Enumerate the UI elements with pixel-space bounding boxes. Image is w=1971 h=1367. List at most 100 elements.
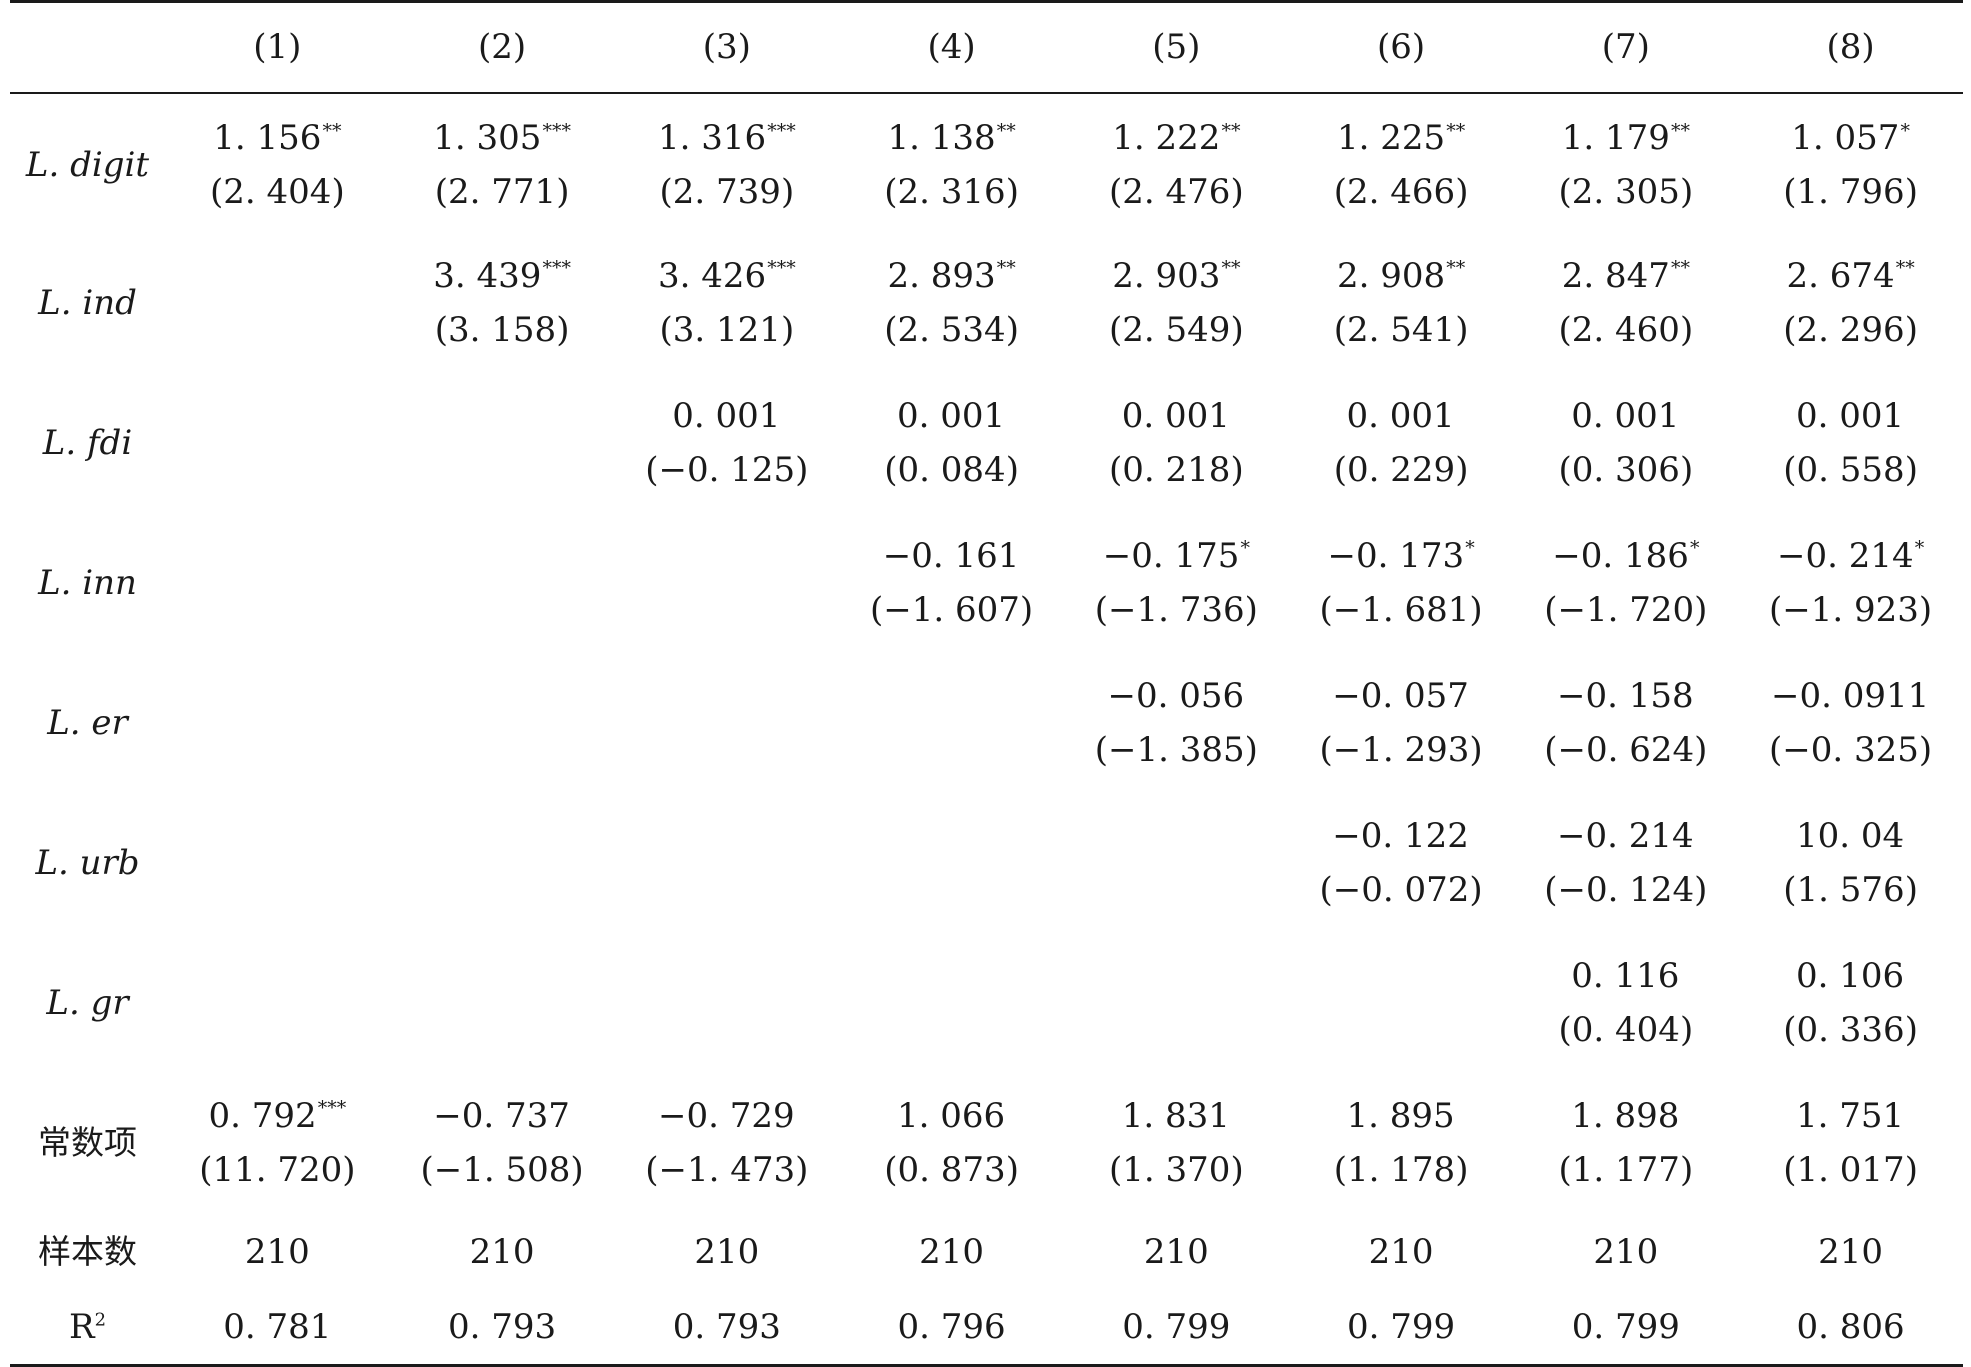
- significance-stars: **: [1446, 119, 1466, 142]
- header-col-3: (3): [614, 0, 840, 94]
- coefficient-value: −0. 729: [658, 1095, 795, 1136]
- coefficient-cell: [839, 933, 1064, 1073]
- coefficient-cell: [165, 793, 390, 933]
- coefficient-value: 1. 057: [1791, 118, 1900, 158]
- coefficient-cell: −0. 0911 (−0. 325): [1738, 653, 1963, 793]
- significance-stars: ***: [767, 119, 796, 142]
- coefficient-cell: 1. 066 (0. 873): [839, 1073, 1064, 1213]
- coefficient-value: 1. 305: [433, 118, 542, 158]
- coefficient-cell: 0. 001 (0. 084): [839, 373, 1064, 513]
- coefficient-row: 常数项 0. 792*** (11. 720) −0. 737 (−1. 508) −0.…: [10, 1073, 1963, 1213]
- significance-stars: ***: [767, 257, 796, 280]
- coefficient-value-line: [839, 696, 1064, 750]
- significance-stars: **: [322, 119, 342, 142]
- coefficient-cell: 1. 895 (1. 178): [1289, 1073, 1514, 1213]
- t-statistic: (−1. 607): [870, 589, 1034, 630]
- t-statistic: (3. 158): [434, 309, 570, 350]
- coefficient-value-line: [615, 836, 840, 890]
- coefficient-value-line: [390, 696, 615, 750]
- coefficient-value-line: −0. 186*: [1514, 529, 1739, 583]
- significance-stars: **: [996, 257, 1016, 280]
- coefficient-cell: 1. 305*** (2. 771): [390, 93, 615, 233]
- coefficient-value-line: [390, 976, 615, 1030]
- t-statistic: (3. 121): [659, 309, 795, 350]
- coefficient-value-line: 1. 138**: [839, 111, 1064, 165]
- significance-stars: **: [1670, 119, 1690, 142]
- t-statistic: (1. 370): [1109, 1149, 1244, 1190]
- coefficient-cell: −0. 737 (−1. 508): [390, 1073, 615, 1213]
- t-statistic: (−1. 473): [645, 1149, 809, 1190]
- coefficient-value-line: −0. 158: [1514, 669, 1739, 723]
- coefficient-cell: 0. 001 (−0. 125): [615, 373, 840, 513]
- coefficient-value-line: 1. 057*: [1738, 111, 1963, 165]
- t-statistic: (1. 177): [1558, 1149, 1694, 1190]
- coefficient-value-line: [615, 556, 840, 610]
- coefficient-value-line: [615, 976, 840, 1030]
- coefficient-value-line: 0. 001: [1064, 389, 1289, 443]
- t-statistic: (0. 558): [1783, 449, 1918, 490]
- header-row: (1) (2) (3) (4) (5) (6) (7) (8): [10, 0, 1963, 94]
- coefficient-row: L. gr 0. 116 (0. 404) 0. 106 (0. 336): [10, 933, 1963, 1073]
- regression-table: (1) (2) (3) (4) (5) (6) (7) (8) L. digit…: [10, 0, 1963, 1367]
- significance-stars: **: [1221, 257, 1241, 280]
- coefficient-value: 0. 001: [672, 395, 781, 436]
- row-label: 常数项: [38, 1122, 137, 1162]
- coefficient-cell: [390, 793, 615, 933]
- t-statistic: (−1. 736): [1094, 589, 1258, 630]
- coefficient-value: 1. 225: [1337, 118, 1446, 158]
- coefficient-value: 2. 893: [887, 255, 996, 296]
- coefficient-value-line: [165, 976, 390, 1030]
- coefficient-cell: −0. 186* (−1. 720): [1514, 513, 1739, 653]
- significance-stars: ***: [542, 119, 571, 142]
- row-label: L. digit: [25, 145, 150, 185]
- coefficient-cell: [1064, 793, 1289, 933]
- coefficient-value: 0. 001: [1571, 395, 1680, 436]
- coefficient-cell: [839, 653, 1064, 793]
- header-col-1: (1): [165, 0, 390, 94]
- coefficient-cell: [615, 513, 840, 653]
- coefficient-cell: −0. 175* (−1. 736): [1064, 513, 1289, 653]
- coefficient-value-line: 3. 439***: [390, 249, 615, 303]
- coefficient-cell: −0. 214 (−0. 124): [1514, 793, 1739, 933]
- t-statistic: (−1. 923): [1769, 589, 1933, 630]
- t-statistic: (2. 404): [210, 172, 345, 212]
- coefficient-value-line: −0. 214: [1514, 809, 1739, 863]
- coefficient-value: −0. 214: [1557, 815, 1694, 856]
- coefficient-cell: [1289, 933, 1514, 1073]
- coefficient-value: −0. 0911: [1770, 675, 1930, 716]
- coefficient-value: 0. 001: [1346, 395, 1455, 436]
- coefficient-value-line: 2. 893**: [839, 249, 1064, 303]
- coefficient-value-line: 0. 001: [1514, 389, 1739, 443]
- r-squared-cell: 0. 799: [1513, 1290, 1739, 1367]
- coefficient-value-line: 3. 426***: [615, 249, 840, 303]
- coefficient-cell: 2. 847** (2. 460): [1514, 233, 1739, 373]
- coefficient-value-line: −0. 737: [390, 1089, 615, 1143]
- coefficient-value-line: 1. 895: [1289, 1089, 1514, 1143]
- t-statistic: (1. 796): [1783, 172, 1918, 212]
- header-col-7: (7): [1513, 0, 1739, 94]
- r-squared-row: R2 0. 781 0. 793 0. 793 0. 796 0. 799 0.…: [10, 1290, 1963, 1367]
- coefficient-cell: 0. 001 (0. 306): [1514, 373, 1739, 513]
- coefficient-value: −0. 737: [433, 1095, 570, 1136]
- coefficient-value-line: [165, 836, 390, 890]
- coefficient-cell: 2. 674** (2. 296): [1738, 233, 1963, 373]
- significance-stars: *: [1689, 537, 1700, 560]
- coefficient-value: 0. 001: [897, 395, 1006, 436]
- significance-stars: **: [1670, 257, 1690, 280]
- sample-size-row: 样本数 210 210 210 210 210 210 210 210: [10, 1213, 1963, 1291]
- coefficient-row: L. er −0. 056 (−1. 385) −0. 057 (−1. 293) −0.…: [10, 653, 1963, 793]
- r-squared-cell: 0. 799: [1288, 1290, 1514, 1367]
- coefficient-value-line: −0. 729: [615, 1089, 840, 1143]
- row-label: L. ind: [38, 282, 137, 323]
- coefficient-row: L. ind 3. 439*** (3. 158) 3. 426*** (3. 121)…: [10, 233, 1963, 373]
- coefficient-value-line: −0. 175*: [1064, 529, 1289, 583]
- coefficient-cell: −0. 729 (−1. 473): [615, 1073, 840, 1213]
- t-statistic: (2. 305): [1558, 172, 1694, 212]
- coefficient-value-line: [839, 976, 1064, 1030]
- t-statistic: (1. 576): [1783, 869, 1918, 910]
- coefficient-cell: 1. 156** (2. 404): [165, 93, 390, 233]
- coefficient-value: 1. 751: [1796, 1095, 1905, 1136]
- coefficient-value-line: 0. 792***: [165, 1089, 390, 1143]
- coefficient-value-line: 2. 908**: [1289, 249, 1514, 303]
- coefficient-value-line: 0. 001: [839, 389, 1064, 443]
